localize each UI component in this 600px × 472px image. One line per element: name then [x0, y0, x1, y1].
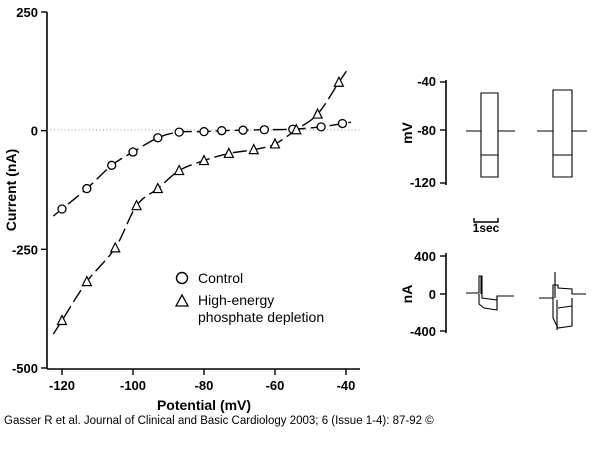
control-data-point — [199, 126, 209, 137]
depletion-data-point — [131, 199, 143, 211]
na-tick-label: -400 — [410, 324, 436, 339]
control-fit-line — [52, 121, 352, 217]
depletion-data-point — [81, 275, 93, 287]
legend-depletion-label: High-energy phosphate depletion — [198, 292, 324, 325]
x-tick-label: -80 — [195, 378, 214, 393]
chart-svg: 250 0 -250 -500 -120 -100 -80 -60 -40 Current (… — [3, 5, 587, 413]
voltage-trace-depletion — [537, 89, 587, 178]
legend-circle-marker — [175, 271, 189, 285]
control-data-point — [82, 183, 92, 194]
y-tick-label: -250 — [12, 242, 38, 257]
voltage-panel: -40 -80 -120 mV 1sec — [399, 74, 587, 235]
y-tick-label: -500 — [12, 361, 38, 376]
voltage-trace-control — [466, 92, 515, 178]
depletion-data-point — [290, 123, 302, 135]
scale-bar-label: 1sec — [473, 221, 500, 235]
depletion-data-point — [269, 137, 281, 149]
current-trace-depletion — [539, 272, 586, 330]
legend: Control High-energy phosphate depletion — [174, 270, 324, 325]
current-trace-control — [466, 275, 514, 311]
na-axis-label: nA — [399, 285, 415, 304]
control-data-point — [259, 125, 270, 135]
current-panel: 400 0 -400 nA — [399, 249, 586, 339]
depletion-data-point — [223, 147, 235, 159]
depletion-data-point — [248, 143, 260, 155]
na-tick-label: 0 — [429, 287, 436, 302]
mv-axis-label: mV — [399, 121, 415, 143]
legend-control-label: Control — [198, 270, 243, 286]
control-data-point — [153, 133, 163, 143]
depletion-data-point — [173, 164, 185, 176]
mv-tick-label: -120 — [410, 175, 436, 190]
control-data-point — [337, 118, 348, 129]
control-data-point — [174, 127, 184, 137]
na-tick-label: 400 — [414, 249, 436, 264]
control-data-point — [107, 160, 117, 170]
iv-plot: 250 0 -250 -500 -120 -100 -80 -60 -40 Current (… — [3, 5, 360, 413]
depletion-data-point — [56, 314, 68, 326]
x-tick-label: -120 — [49, 378, 75, 393]
figure-caption: Gasser R et al. Journal of Clinical and … — [4, 415, 434, 427]
mv-tick-label: -40 — [417, 74, 436, 89]
x-axis-label: Potential (mV) — [157, 397, 251, 413]
y-ticks: 250 0 -250 -500 — [12, 5, 47, 376]
legend-depletion-line1: High-energy — [198, 292, 274, 308]
control-data-point — [57, 204, 67, 214]
depletion-data-point — [109, 241, 121, 253]
legend-depletion-line2: phosphate depletion — [198, 309, 324, 325]
depletion-data-point — [312, 107, 324, 119]
mv-tick-label: -80 — [417, 123, 436, 138]
y-axis-label: Current (nA) — [3, 149, 19, 231]
x-tick-label: -40 — [337, 378, 356, 393]
figure: 250 0 -250 -500 -120 -100 -80 -60 -40 Current (… — [3, 5, 587, 413]
depletion-data-point — [152, 182, 164, 194]
x-tick-label: -60 — [266, 378, 285, 393]
legend-triangle-marker — [174, 293, 190, 307]
control-data-point — [316, 122, 326, 132]
control-data-point — [128, 147, 138, 157]
control-data-point — [238, 125, 248, 135]
control-data-point — [217, 126, 227, 136]
x-ticks: -120 -100 -80 -60 -40 — [49, 369, 355, 393]
data-markers — [56, 75, 348, 326]
depletion-data-point — [333, 75, 345, 87]
x-tick-label: -100 — [120, 378, 146, 393]
y-tick-label: 250 — [16, 5, 38, 20]
depletion-data-point — [198, 154, 210, 166]
scale-bar — [473, 218, 499, 223]
y-tick-label: 0 — [31, 124, 38, 139]
